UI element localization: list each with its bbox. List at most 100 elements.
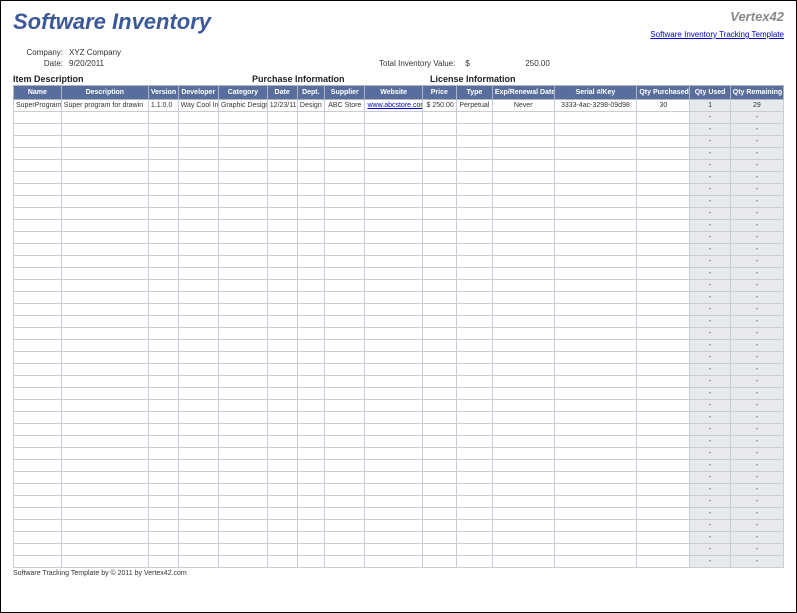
table-cell bbox=[178, 460, 218, 472]
table-cell bbox=[178, 220, 218, 232]
table-cell: - bbox=[690, 148, 730, 160]
table-cell bbox=[61, 160, 148, 172]
table-cell bbox=[325, 472, 365, 484]
table-cell bbox=[456, 376, 492, 388]
table-cell bbox=[218, 112, 267, 124]
section-headers: Item Description Purchase Information Li… bbox=[13, 74, 784, 84]
table-cell bbox=[178, 424, 218, 436]
table-cell bbox=[148, 208, 178, 220]
table-cell: - bbox=[730, 220, 783, 232]
table-cell bbox=[14, 232, 62, 244]
table-cell bbox=[554, 196, 637, 208]
table-cell bbox=[297, 544, 325, 556]
table-cell bbox=[492, 184, 554, 196]
table-cell bbox=[422, 544, 456, 556]
table-cell bbox=[637, 412, 690, 424]
table-cell bbox=[267, 436, 297, 448]
table-cell bbox=[178, 184, 218, 196]
table-cell bbox=[365, 496, 422, 508]
table-cell: 30 bbox=[637, 100, 690, 112]
table-cell bbox=[297, 268, 325, 280]
table-cell bbox=[422, 436, 456, 448]
table-cell: - bbox=[690, 532, 730, 544]
table-cell bbox=[365, 112, 422, 124]
table-cell bbox=[148, 544, 178, 556]
table-cell bbox=[422, 364, 456, 376]
table-cell bbox=[422, 400, 456, 412]
table-cell bbox=[365, 520, 422, 532]
table-cell bbox=[148, 124, 178, 136]
table-cell bbox=[297, 400, 325, 412]
table-cell bbox=[637, 304, 690, 316]
table-cell bbox=[554, 508, 637, 520]
table-cell bbox=[456, 316, 492, 328]
table-cell bbox=[61, 496, 148, 508]
table-cell bbox=[492, 316, 554, 328]
table-cell bbox=[422, 352, 456, 364]
table-cell bbox=[178, 388, 218, 400]
table-cell bbox=[554, 124, 637, 136]
table-cell bbox=[148, 292, 178, 304]
table-cell bbox=[365, 268, 422, 280]
table-cell bbox=[218, 508, 267, 520]
table-cell bbox=[14, 484, 62, 496]
table-cell bbox=[14, 256, 62, 268]
table-cell bbox=[178, 244, 218, 256]
table-cell bbox=[637, 436, 690, 448]
table-cell bbox=[325, 160, 365, 172]
table-cell: - bbox=[730, 244, 783, 256]
table-cell bbox=[178, 256, 218, 268]
table-cell bbox=[365, 124, 422, 136]
table-row: -- bbox=[14, 256, 784, 268]
table-cell bbox=[218, 448, 267, 460]
table-cell bbox=[218, 184, 267, 196]
table-cell: - bbox=[730, 184, 783, 196]
table-cell bbox=[456, 544, 492, 556]
table-cell bbox=[297, 244, 325, 256]
table-row: -- bbox=[14, 388, 784, 400]
table-cell bbox=[554, 532, 637, 544]
table-cell bbox=[218, 496, 267, 508]
table-cell: - bbox=[690, 364, 730, 376]
table-cell: - bbox=[730, 460, 783, 472]
table-cell bbox=[456, 352, 492, 364]
table-cell: - bbox=[730, 376, 783, 388]
table-row: -- bbox=[14, 292, 784, 304]
table-cell bbox=[297, 220, 325, 232]
table-cell: - bbox=[690, 268, 730, 280]
table-cell bbox=[456, 112, 492, 124]
table-cell bbox=[148, 460, 178, 472]
table-cell bbox=[456, 496, 492, 508]
table-cell bbox=[148, 316, 178, 328]
website-link[interactable]: www.abcstore.com bbox=[367, 102, 422, 109]
col-serial: Serial #/Key bbox=[554, 86, 637, 100]
table-cell bbox=[422, 124, 456, 136]
table-cell bbox=[61, 352, 148, 364]
table-cell bbox=[637, 112, 690, 124]
table-row: -- bbox=[14, 400, 784, 412]
table-cell: - bbox=[690, 316, 730, 328]
table-cell bbox=[14, 436, 62, 448]
table-cell bbox=[148, 412, 178, 424]
table-cell bbox=[637, 340, 690, 352]
table-cell bbox=[554, 256, 637, 268]
template-link[interactable]: Software Inventory Tracking Template bbox=[650, 30, 784, 39]
table-cell bbox=[297, 412, 325, 424]
table-cell bbox=[365, 532, 422, 544]
table-cell bbox=[365, 460, 422, 472]
table-cell bbox=[637, 388, 690, 400]
table-cell bbox=[325, 496, 365, 508]
table-cell bbox=[178, 136, 218, 148]
table-cell bbox=[325, 436, 365, 448]
table-cell bbox=[637, 376, 690, 388]
table-cell: - bbox=[730, 388, 783, 400]
table-cell bbox=[637, 364, 690, 376]
table-row: -- bbox=[14, 328, 784, 340]
table-cell bbox=[422, 292, 456, 304]
table-cell bbox=[554, 292, 637, 304]
table-cell bbox=[637, 148, 690, 160]
table-cell: - bbox=[730, 412, 783, 424]
table-cell bbox=[14, 244, 62, 256]
table-cell bbox=[267, 220, 297, 232]
table-cell bbox=[456, 160, 492, 172]
